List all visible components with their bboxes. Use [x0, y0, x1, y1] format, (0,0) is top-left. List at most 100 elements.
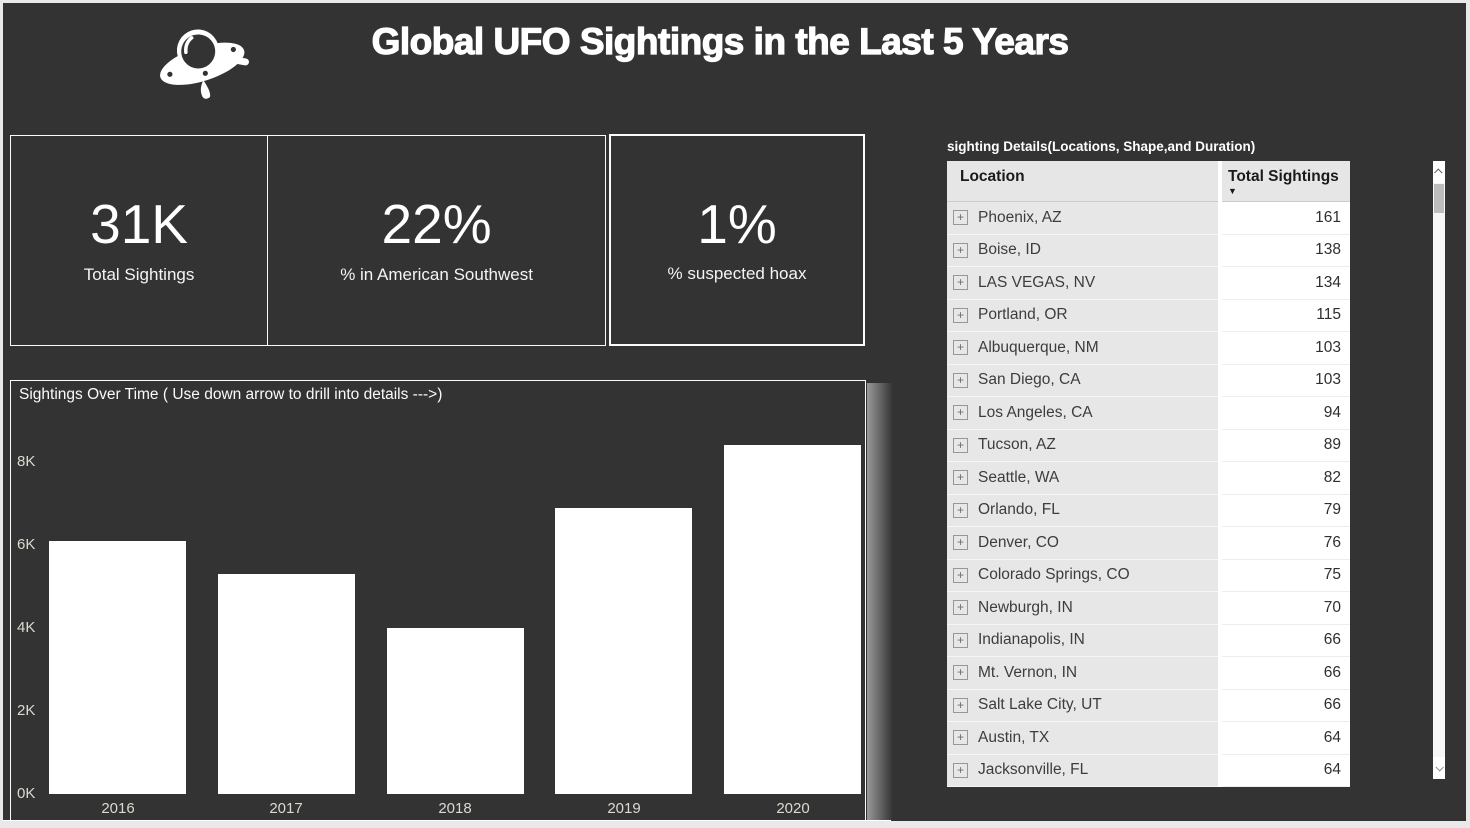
table-row[interactable]: + Orlando, FL 79	[947, 494, 1350, 527]
column-divider[interactable]	[1218, 161, 1222, 202]
expand-row-icon[interactable]: +	[953, 697, 968, 713]
kpi-card-group[interactable]: 31K Total Sightings 22% % in American So…	[10, 135, 606, 346]
location-cell[interactable]: + Colorado Springs, CO	[947, 559, 1218, 592]
expand-row-icon[interactable]: +	[953, 762, 968, 778]
x-axis-tick-label: 2020	[776, 800, 810, 817]
expand-row-icon[interactable]: +	[953, 470, 968, 486]
table-row[interactable]: + Portland, OR 115	[947, 299, 1350, 332]
table-row[interactable]: + Phoenix, AZ 161	[947, 202, 1350, 235]
x-axis-tick-label: 2016	[101, 800, 135, 817]
table-row[interactable]: + Salt Lake City, UT 66	[947, 689, 1350, 722]
total-sightings-cell: 138	[1222, 234, 1350, 267]
bar-2018[interactable]	[387, 628, 524, 794]
location-cell[interactable]: + Portland, OR	[947, 299, 1218, 332]
location-cell[interactable]: + Jacksonville, FL	[947, 754, 1218, 787]
kpi-total-sightings[interactable]: 31K Total Sightings	[11, 136, 267, 345]
expand-row-icon[interactable]: +	[953, 665, 968, 681]
bar-2020[interactable]	[724, 445, 861, 794]
bar-2016[interactable]	[49, 541, 186, 794]
location-text: Albuquerque, NM	[978, 338, 1099, 356]
location-cell[interactable]: + San Diego, CA	[947, 364, 1218, 397]
location-cell[interactable]: + Indianapolis, IN	[947, 624, 1218, 657]
table-row[interactable]: + Newburgh, IN 70	[947, 592, 1350, 625]
table-row[interactable]: + Seattle, WA 82	[947, 462, 1350, 495]
expand-row-icon[interactable]: +	[953, 502, 968, 518]
location-cell[interactable]: + Boise, ID	[947, 234, 1218, 267]
expand-row-icon[interactable]: +	[953, 535, 968, 551]
scroll-up-button[interactable]	[1433, 161, 1445, 183]
column-header-total-sightings[interactable]: Total Sightings ▼	[1222, 161, 1350, 202]
location-cell[interactable]: + Phoenix, AZ	[947, 202, 1218, 235]
total-sightings-cell: 66	[1222, 624, 1350, 657]
kpi-southwest-percent[interactable]: 22% % in American Southwest	[267, 136, 605, 345]
location-text: Los Angeles, CA	[978, 403, 1093, 421]
x-axis-tick-label: 2018	[438, 800, 472, 817]
table-title: sighting Details(Locations, Shape,and Du…	[947, 139, 1256, 154]
column-divider	[1218, 429, 1222, 462]
location-cell[interactable]: + Austin, TX	[947, 722, 1218, 755]
location-text: Portland, OR	[978, 306, 1068, 324]
table-row[interactable]: + Denver, CO 76	[947, 527, 1350, 560]
expand-row-icon[interactable]: +	[953, 242, 968, 258]
location-cell[interactable]: + Salt Lake City, UT	[947, 689, 1218, 722]
location-cell[interactable]: + Los Angeles, CA	[947, 397, 1218, 430]
bar-2019[interactable]	[555, 508, 692, 794]
page-bottom-edge	[0, 821, 1470, 828]
location-cell[interactable]: + Denver, CO	[947, 527, 1218, 560]
expand-row-icon[interactable]: +	[953, 210, 968, 226]
column-divider	[1218, 364, 1222, 397]
sightings-over-time-chart[interactable]: Sightings Over Time ( Use down arrow to …	[10, 380, 866, 821]
table-row[interactable]: + Austin, TX 64	[947, 722, 1350, 755]
kpi-hoax-percent[interactable]: 1% % suspected hoax	[611, 136, 863, 344]
scroll-down-button[interactable]	[1433, 757, 1445, 779]
location-cell[interactable]: + Tucson, AZ	[947, 429, 1218, 462]
total-sightings-cell: 66	[1222, 657, 1350, 690]
table-row[interactable]: + LAS VEGAS, NV 134	[947, 267, 1350, 300]
expand-row-icon[interactable]: +	[953, 632, 968, 648]
expand-row-icon[interactable]: +	[953, 567, 968, 583]
table-row[interactable]: + Mt. Vernon, IN 66	[947, 657, 1350, 690]
location-cell[interactable]: + LAS VEGAS, NV	[947, 267, 1218, 300]
expand-row-icon[interactable]: +	[953, 437, 968, 453]
location-cell[interactable]: + Newburgh, IN	[947, 592, 1218, 625]
table-header-row: Location Total Sightings ▼	[947, 161, 1350, 202]
expand-row-icon[interactable]: +	[953, 730, 968, 746]
expand-row-icon[interactable]: +	[953, 275, 968, 291]
y-axis-tick-label: 6K	[17, 536, 36, 553]
expand-row-icon[interactable]: +	[953, 340, 968, 356]
location-text: Mt. Vernon, IN	[978, 663, 1078, 681]
expand-row-icon[interactable]: +	[953, 405, 968, 421]
table-row[interactable]: + Jacksonville, FL 64	[947, 754, 1350, 787]
table-row[interactable]: + Boise, ID 138	[947, 234, 1350, 267]
table-row[interactable]: + Tucson, AZ 89	[947, 429, 1350, 462]
bar-chart-plot-area: 0K 2K 4K 6K 8K 2016 2017 2018 2019 2020	[11, 420, 865, 817]
location-text: Salt Lake City, UT	[978, 696, 1102, 714]
location-cell[interactable]: + Orlando, FL	[947, 494, 1218, 527]
expand-row-icon[interactable]: +	[953, 372, 968, 388]
kpi-total-sightings-value: 31K	[90, 193, 188, 256]
y-axis-tick-label: 8K	[17, 453, 36, 470]
table-row[interactable]: + Indianapolis, IN 66	[947, 624, 1350, 657]
table-scrollbar[interactable]	[1433, 161, 1445, 779]
scrollbar-thumb[interactable]	[1434, 184, 1444, 213]
kpi-hoax-percent-card[interactable]: 1% % suspected hoax	[609, 134, 865, 346]
expand-row-icon[interactable]: +	[953, 600, 968, 616]
table-row[interactable]: + Los Angeles, CA 94	[947, 397, 1350, 430]
column-divider	[1218, 689, 1222, 722]
table-row[interactable]: + San Diego, CA 103	[947, 364, 1350, 397]
column-divider	[1218, 462, 1222, 495]
x-axis-tick-label: 2017	[269, 800, 303, 817]
column-header-location[interactable]: Location	[947, 161, 1218, 202]
location-text: Orlando, FL	[978, 501, 1060, 519]
location-cell[interactable]: + Seattle, WA	[947, 462, 1218, 495]
location-text: San Diego, CA	[978, 371, 1081, 389]
total-sightings-cell: 94	[1222, 397, 1350, 430]
kpi-hoax-percent-value: 1%	[697, 192, 777, 255]
location-cell[interactable]: + Mt. Vernon, IN	[947, 657, 1218, 690]
location-cell[interactable]: + Albuquerque, NM	[947, 332, 1218, 365]
table-row[interactable]: + Colorado Springs, CO 75	[947, 559, 1350, 592]
table-row[interactable]: + Albuquerque, NM 103	[947, 332, 1350, 365]
bar-2017[interactable]	[218, 574, 355, 794]
expand-row-icon[interactable]: +	[953, 307, 968, 323]
total-sightings-cell: 76	[1222, 527, 1350, 560]
